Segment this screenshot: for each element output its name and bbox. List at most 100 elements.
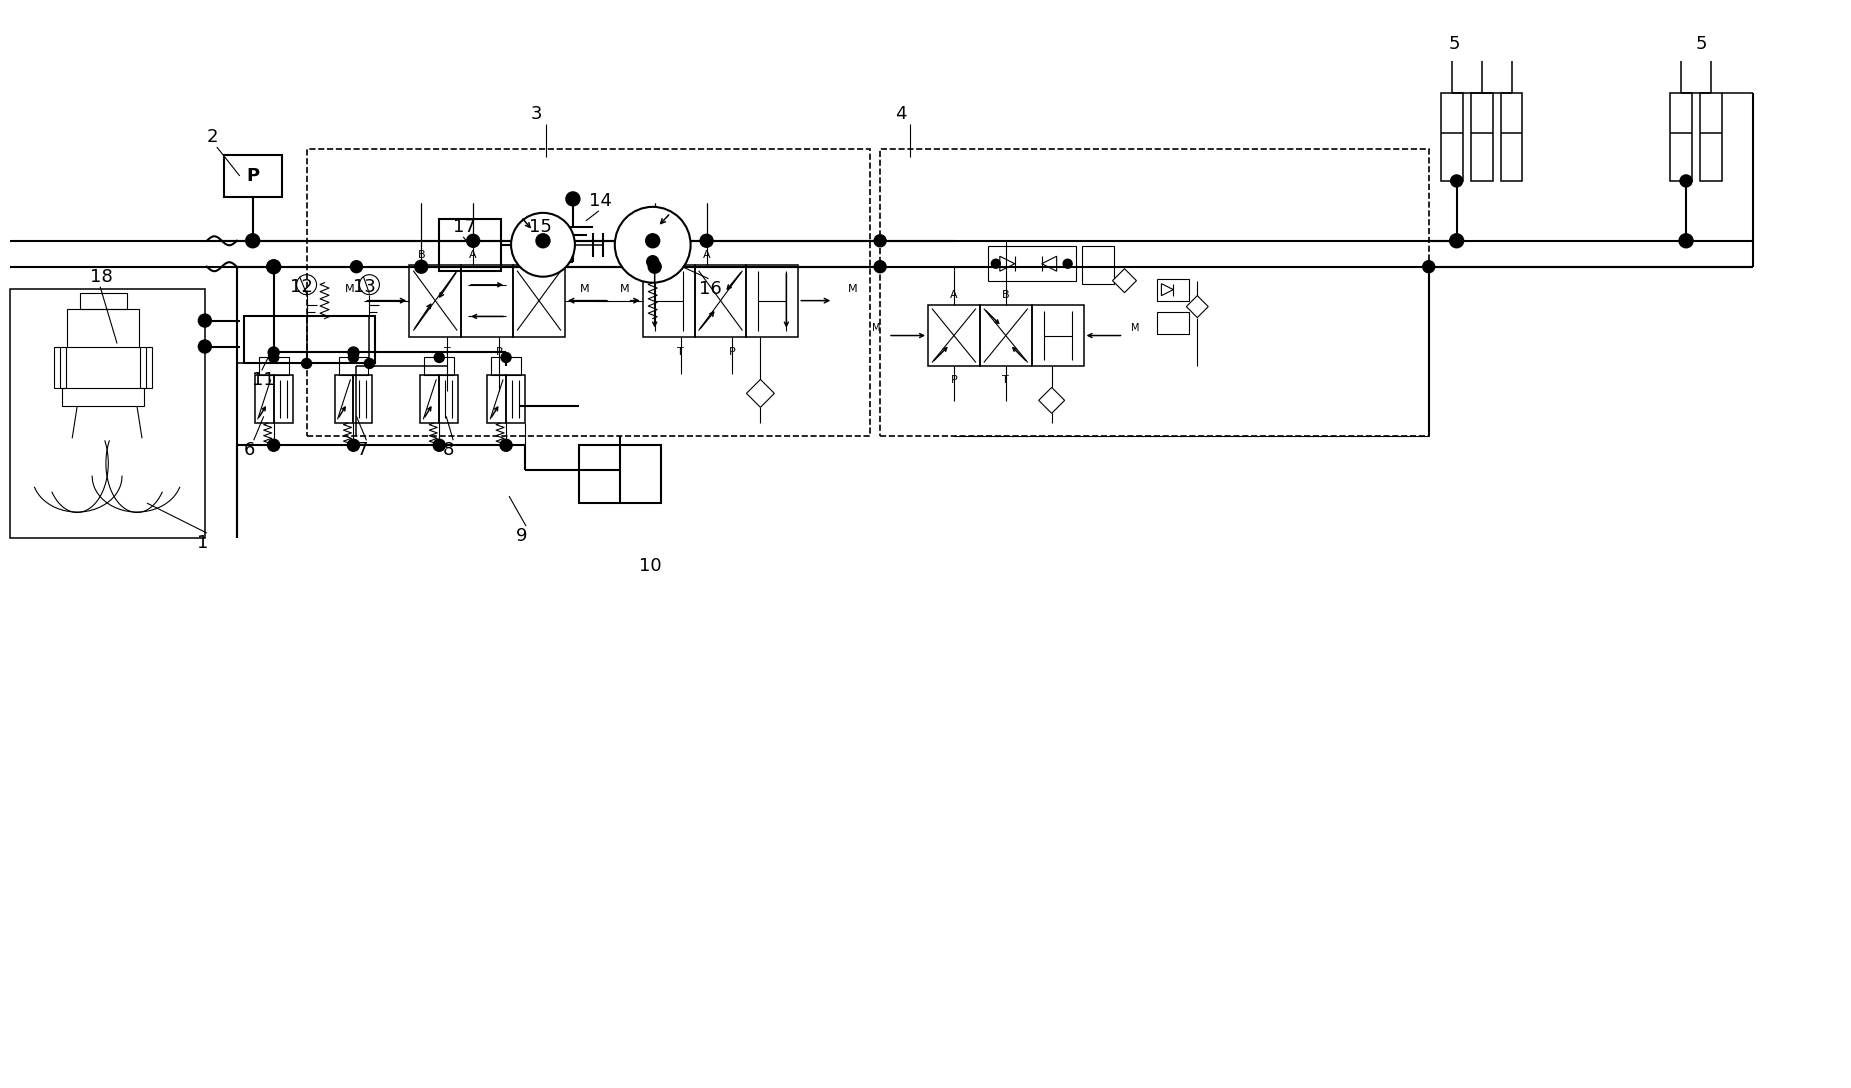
Bar: [224, 154, 281, 197]
Polygon shape: [1000, 257, 1014, 271]
Polygon shape: [1186, 296, 1209, 318]
Bar: [513, 264, 565, 336]
Circle shape: [268, 440, 280, 452]
Circle shape: [500, 440, 513, 452]
Bar: [420, 375, 439, 423]
Bar: [1031, 305, 1083, 367]
Circle shape: [700, 234, 713, 247]
Circle shape: [348, 353, 359, 362]
Bar: [487, 375, 505, 423]
Circle shape: [646, 234, 659, 248]
Circle shape: [350, 261, 363, 273]
Bar: [642, 264, 694, 336]
Text: T: T: [444, 347, 450, 358]
Bar: [579, 445, 661, 503]
Polygon shape: [746, 380, 774, 407]
Text: M: M: [848, 284, 859, 294]
Text: 14: 14: [589, 191, 611, 210]
Bar: [1670, 94, 1692, 181]
Bar: [979, 305, 1031, 367]
Bar: [988, 246, 1075, 281]
Bar: [141, 346, 152, 388]
Bar: [1470, 94, 1492, 181]
Polygon shape: [1161, 284, 1174, 296]
Circle shape: [1449, 234, 1464, 248]
Bar: [439, 375, 459, 423]
Circle shape: [365, 358, 374, 369]
Text: 18: 18: [91, 268, 113, 286]
Text: 6: 6: [244, 442, 255, 459]
Circle shape: [1451, 175, 1462, 187]
Circle shape: [466, 234, 479, 247]
Circle shape: [348, 440, 359, 452]
Text: A: A: [470, 250, 478, 260]
Text: P: P: [729, 347, 737, 358]
Bar: [1081, 246, 1114, 284]
Text: M: M: [1131, 322, 1140, 333]
Circle shape: [268, 347, 280, 358]
Circle shape: [433, 440, 446, 452]
Text: 15: 15: [529, 218, 552, 236]
Text: A: A: [703, 250, 711, 260]
Text: 9: 9: [516, 527, 528, 545]
Circle shape: [268, 353, 280, 362]
Polygon shape: [635, 226, 670, 261]
Bar: [274, 375, 292, 423]
Bar: [67, 309, 139, 346]
Bar: [63, 388, 144, 406]
Text: B: B: [652, 250, 659, 260]
Text: 16: 16: [698, 280, 722, 298]
Text: 5: 5: [1449, 35, 1460, 53]
Text: 3: 3: [531, 106, 542, 123]
Circle shape: [502, 353, 511, 362]
Text: 4: 4: [896, 106, 907, 123]
Circle shape: [198, 314, 211, 327]
Text: M: M: [579, 284, 590, 294]
Bar: [746, 264, 798, 336]
Text: B: B: [418, 250, 426, 260]
Circle shape: [348, 347, 359, 358]
Text: A: A: [950, 289, 957, 299]
Bar: [244, 316, 376, 363]
Circle shape: [615, 207, 690, 283]
Circle shape: [302, 358, 311, 369]
Circle shape: [874, 235, 887, 247]
Text: T: T: [1003, 375, 1009, 385]
Bar: [307, 149, 870, 436]
Bar: [1157, 279, 1190, 300]
Bar: [259, 358, 289, 375]
Bar: [461, 264, 513, 336]
Text: B: B: [1001, 289, 1009, 299]
Bar: [335, 375, 354, 423]
Circle shape: [268, 440, 280, 450]
Bar: [505, 375, 526, 423]
Bar: [339, 358, 368, 375]
Text: 12: 12: [289, 277, 313, 296]
Bar: [879, 149, 1429, 436]
Circle shape: [874, 261, 887, 273]
Bar: [424, 358, 453, 375]
Polygon shape: [528, 228, 559, 259]
Text: 7: 7: [357, 442, 368, 459]
Bar: [439, 219, 502, 271]
Bar: [1440, 94, 1462, 181]
Circle shape: [1681, 175, 1692, 187]
Circle shape: [648, 260, 661, 273]
Circle shape: [348, 440, 359, 450]
Polygon shape: [1112, 269, 1137, 293]
Bar: [354, 375, 372, 423]
Circle shape: [511, 213, 576, 276]
Polygon shape: [1038, 387, 1064, 413]
Circle shape: [566, 191, 579, 206]
Bar: [11, 288, 205, 537]
Text: 5: 5: [1696, 35, 1707, 53]
Text: P: P: [496, 347, 502, 358]
Circle shape: [433, 440, 444, 450]
Text: M: M: [344, 284, 354, 294]
Text: P: P: [951, 375, 957, 385]
Bar: [491, 358, 520, 375]
Circle shape: [267, 260, 281, 274]
Bar: [1501, 94, 1523, 181]
Circle shape: [1423, 261, 1435, 273]
Circle shape: [246, 234, 259, 248]
